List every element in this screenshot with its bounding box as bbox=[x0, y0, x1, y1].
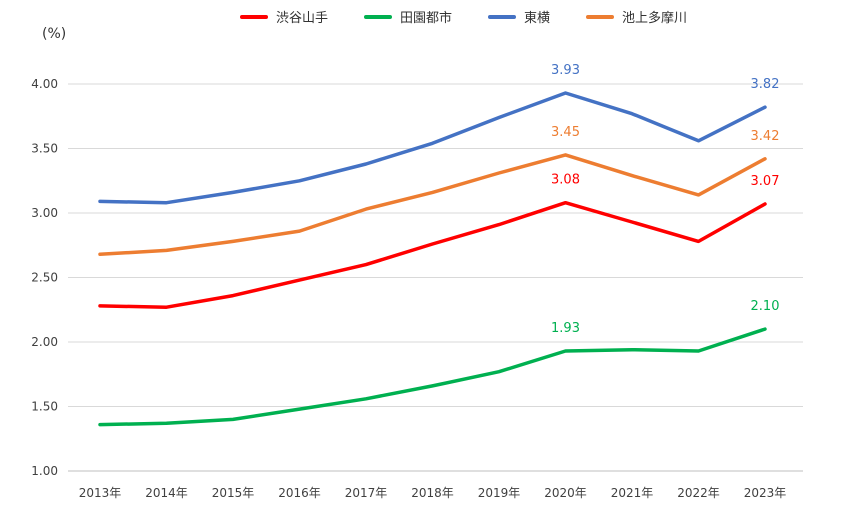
series-line bbox=[98, 327, 767, 427]
y-tick-label: 2.50 bbox=[31, 271, 58, 285]
series-line bbox=[98, 153, 767, 257]
x-tick-label: 2015年 bbox=[212, 486, 255, 500]
legend-item-toyoko: 東横 bbox=[488, 7, 550, 26]
data-label: 3.08 bbox=[551, 173, 580, 188]
x-tick-label: 2016年 bbox=[278, 486, 321, 500]
x-tick-label: 2023年 bbox=[744, 486, 787, 500]
x-tick-label: 2013年 bbox=[79, 486, 122, 500]
series-line bbox=[98, 200, 767, 309]
y-axis-unit-label: (%) bbox=[42, 26, 67, 42]
data-label: 3.07 bbox=[751, 174, 780, 189]
x-tick-label: 2021年 bbox=[611, 486, 654, 500]
series-line bbox=[98, 91, 767, 205]
x-tick-label: 2017年 bbox=[345, 486, 388, 500]
data-label: 2.10 bbox=[751, 299, 780, 314]
legend-swatch-shibuya-yamate bbox=[240, 14, 268, 19]
data-label: 3.42 bbox=[751, 129, 780, 144]
y-tick-label: 4.00 bbox=[31, 77, 58, 91]
legend-label-shibuya-yamate: 渋谷山手 bbox=[276, 11, 329, 26]
y-tick-label: 3.00 bbox=[31, 206, 58, 220]
legend-label-denen-toshi: 田園都市 bbox=[400, 11, 453, 26]
data-label: 3.93 bbox=[551, 63, 580, 78]
x-tick-label: 2022年 bbox=[677, 486, 720, 500]
y-tick-label: 2.00 bbox=[31, 335, 58, 349]
legend-swatch-ikegami-tamagawa bbox=[586, 14, 615, 19]
legend-item-shibuya-yamate: 渋谷山手 bbox=[240, 7, 328, 26]
x-tick-label: 2020年 bbox=[544, 486, 587, 500]
x-tick-label: 2018年 bbox=[411, 486, 454, 500]
y-tick-label: 3.50 bbox=[31, 142, 58, 156]
data-label: 1.93 bbox=[551, 321, 580, 336]
legend-item-denen-toshi: 田園都市 bbox=[364, 7, 452, 26]
legend-swatch-denen-toshi bbox=[364, 14, 393, 19]
y-tick-label: 1.50 bbox=[31, 400, 58, 414]
data-label: 3.82 bbox=[751, 77, 780, 92]
chart-legend: 渋谷山手 田園都市 東横 池上多摩川 bbox=[240, 7, 687, 26]
legend-label-toyoko: 東横 bbox=[524, 11, 551, 26]
y-tick-label: 1.00 bbox=[31, 464, 58, 478]
legend-swatch-toyoko bbox=[488, 14, 517, 19]
legend-item-ikegami-tamagawa: 池上多摩川 bbox=[586, 7, 687, 26]
x-tick-label: 2014年 bbox=[145, 486, 188, 500]
x-tick-label: 2019年 bbox=[478, 486, 521, 500]
legend-label-ikegami-tamagawa: 池上多摩川 bbox=[622, 11, 688, 26]
data-label: 3.45 bbox=[551, 125, 580, 140]
